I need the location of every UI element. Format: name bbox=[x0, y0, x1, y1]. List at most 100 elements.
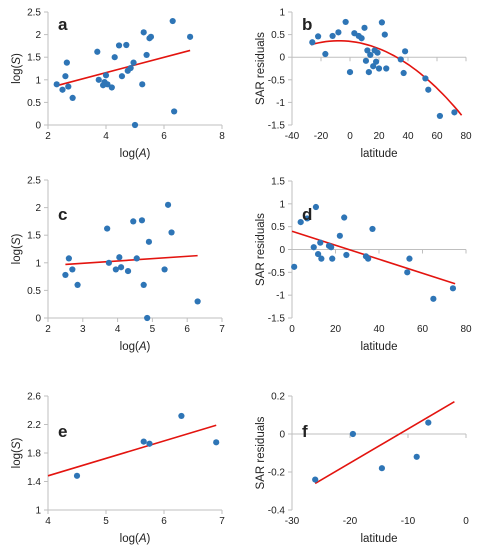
data-point bbox=[346, 69, 354, 76]
y-tick-label: -0.5 bbox=[268, 268, 286, 279]
data-point bbox=[164, 201, 172, 208]
trend-line bbox=[47, 424, 217, 477]
data-point bbox=[367, 51, 374, 59]
y-tick-label: -1 bbox=[276, 98, 285, 109]
y-tick-label: 0.5 bbox=[271, 30, 285, 41]
x-tick-label: -30 bbox=[285, 516, 300, 527]
data-point bbox=[328, 244, 335, 251]
data-point bbox=[349, 430, 356, 438]
data-point bbox=[383, 65, 390, 72]
x-tick-label: 80 bbox=[460, 324, 472, 335]
data-point bbox=[169, 17, 176, 25]
panel-label-d: d bbox=[302, 205, 312, 224]
data-point bbox=[123, 41, 130, 49]
y-tick-label: -1.5 bbox=[268, 121, 286, 132]
y-tick-label: 2.5 bbox=[27, 8, 41, 19]
data-point bbox=[365, 69, 372, 76]
y-tick-label: 0 bbox=[35, 314, 41, 325]
x-tick-label: 0 bbox=[463, 516, 469, 527]
y-tick-label: 1.4 bbox=[27, 477, 41, 488]
data-point bbox=[140, 29, 147, 36]
data-point bbox=[108, 84, 115, 91]
data-point bbox=[65, 83, 72, 90]
y-tick-label: -1 bbox=[276, 291, 285, 302]
data-point bbox=[95, 76, 102, 83]
data-point bbox=[139, 81, 146, 88]
data-point bbox=[451, 109, 458, 116]
y-tick-label: 2.6 bbox=[27, 392, 41, 403]
data-point bbox=[69, 266, 76, 273]
data-point bbox=[329, 255, 336, 262]
data-point bbox=[140, 438, 147, 445]
data-point bbox=[378, 19, 385, 26]
data-point bbox=[341, 214, 348, 221]
x-axis-title: latitude bbox=[360, 533, 397, 545]
data-point bbox=[378, 465, 385, 472]
data-point bbox=[404, 269, 411, 276]
panel-label-f: f bbox=[302, 422, 308, 441]
data-point bbox=[343, 251, 350, 259]
y-tick-label: 0 bbox=[279, 53, 285, 64]
y-tick-label: 2 bbox=[35, 203, 41, 214]
data-point bbox=[317, 239, 324, 246]
x-tick-label: 0 bbox=[347, 131, 353, 142]
x-tick-label: 60 bbox=[417, 324, 429, 335]
y-tick-label: -0.4 bbox=[268, 506, 286, 517]
data-point bbox=[336, 232, 343, 239]
data-point bbox=[138, 217, 146, 224]
x-tick-label: 4 bbox=[115, 324, 121, 335]
data-point bbox=[406, 255, 413, 262]
x-tick-label: 60 bbox=[431, 131, 443, 142]
x-tick-label: 0 bbox=[289, 324, 295, 335]
data-point bbox=[297, 219, 304, 226]
data-point bbox=[315, 33, 322, 40]
data-point bbox=[133, 255, 140, 262]
data-point bbox=[143, 51, 150, 59]
panel-label-c: c bbox=[58, 205, 67, 224]
x-axis-title: log(A) bbox=[120, 341, 151, 353]
panel-label-a: a bbox=[58, 15, 68, 34]
y-tick-label: -0.5 bbox=[268, 75, 286, 86]
y-axis-title: log(S) bbox=[11, 437, 23, 468]
y-tick-label: 0.5 bbox=[27, 98, 41, 109]
panel-a: 0 0.5 1 1.5 2 2.5 2 4 6 8 log(A) log(S) a bbox=[11, 8, 225, 161]
x-tick-label: 3 bbox=[80, 324, 86, 335]
data-point bbox=[69, 94, 76, 101]
y-tick-label: 2.5 bbox=[27, 176, 41, 187]
data-point bbox=[422, 75, 429, 82]
data-point bbox=[315, 250, 322, 258]
panel-label-e: e bbox=[58, 422, 67, 441]
y-tick-label: 0.5 bbox=[27, 286, 41, 297]
y-tick-label: 1 bbox=[35, 75, 41, 86]
y-tick-label: 1.8 bbox=[27, 449, 41, 460]
data-point bbox=[62, 271, 69, 279]
y-tick-label: 1.5 bbox=[27, 53, 41, 64]
x-axis-title: log(A) bbox=[120, 533, 151, 545]
y-tick-label: 0 bbox=[35, 121, 41, 132]
data-point bbox=[73, 472, 81, 479]
x-tick-label: 2 bbox=[45, 324, 51, 335]
data-point bbox=[375, 65, 383, 72]
data-point bbox=[130, 218, 137, 225]
data-point bbox=[63, 59, 70, 66]
y-tick-label: 1 bbox=[279, 8, 285, 19]
data-point bbox=[329, 32, 336, 40]
x-tick-label: 20 bbox=[373, 131, 385, 142]
data-point bbox=[59, 86, 66, 93]
y-axis-title: log(S) bbox=[11, 53, 23, 84]
data-point bbox=[144, 314, 151, 322]
data-point bbox=[365, 255, 372, 262]
trend-line bbox=[291, 230, 456, 285]
data-point bbox=[449, 285, 457, 292]
data-point bbox=[74, 281, 81, 288]
data-point bbox=[213, 439, 220, 446]
data-point bbox=[146, 440, 153, 447]
data-point bbox=[318, 255, 325, 262]
data-point bbox=[94, 48, 101, 55]
y-axis-title: SAR residuals bbox=[255, 416, 267, 489]
data-point bbox=[112, 266, 119, 273]
data-point bbox=[62, 73, 69, 80]
data-point bbox=[312, 203, 320, 211]
data-point bbox=[53, 81, 60, 88]
